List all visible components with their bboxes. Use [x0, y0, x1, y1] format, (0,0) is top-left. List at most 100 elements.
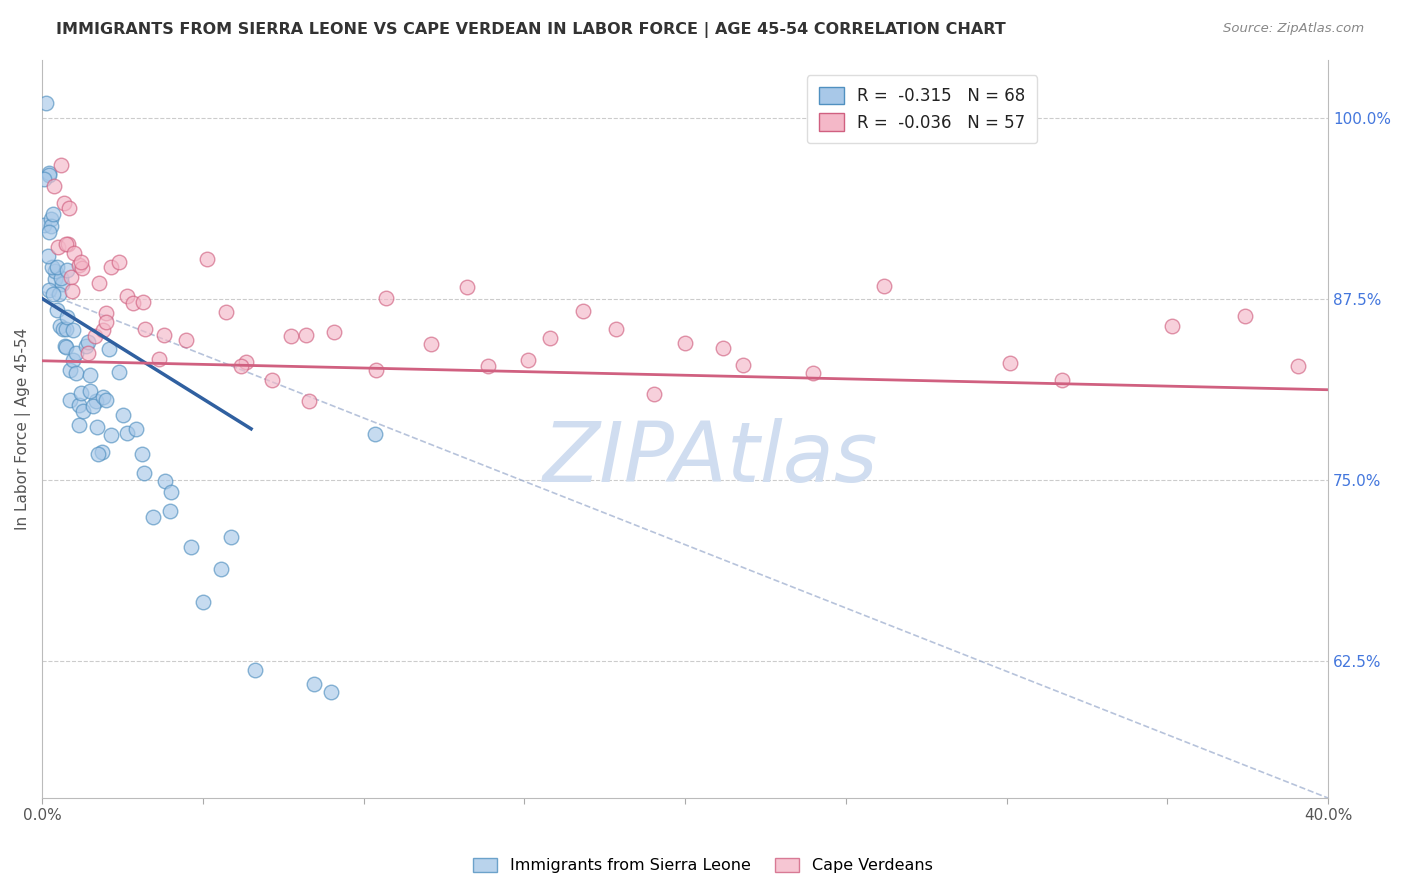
Point	[180, 540, 202, 554]
Point	[148, 352, 170, 367]
Point	[62, 353, 84, 368]
Point	[115, 289, 138, 303]
Point	[65, 366, 87, 380]
Point	[84, 329, 107, 343]
Point	[125, 422, 148, 436]
Point	[713, 342, 735, 356]
Point	[375, 291, 398, 305]
Point	[364, 363, 387, 377]
Point	[195, 252, 218, 266]
Point	[67, 258, 90, 272]
Point	[420, 336, 443, 351]
Point	[1000, 356, 1022, 370]
Point	[79, 368, 101, 382]
Point	[1160, 319, 1182, 334]
Point	[49, 158, 72, 172]
Point	[46, 240, 69, 254]
Point	[51, 277, 73, 291]
Point	[801, 366, 824, 380]
Point	[191, 594, 214, 608]
Point	[44, 264, 66, 278]
Point	[32, 218, 55, 232]
Point	[1052, 373, 1074, 387]
Point	[517, 352, 540, 367]
Point	[142, 509, 165, 524]
Point	[86, 419, 108, 434]
Point	[160, 484, 183, 499]
Point	[72, 404, 94, 418]
Point	[364, 427, 387, 442]
Point	[100, 260, 122, 275]
Point	[115, 426, 138, 441]
Point	[111, 409, 134, 423]
Point	[91, 390, 114, 404]
Point	[56, 236, 79, 251]
Point	[39, 211, 62, 226]
Point	[108, 255, 131, 269]
Point	[46, 303, 69, 318]
Point	[76, 345, 98, 359]
Text: IMMIGRANTS FROM SIERRA LEONE VS CAPE VERDEAN IN LABOR FORCE | AGE 45-54 CORRELAT: IMMIGRANTS FROM SIERRA LEONE VS CAPE VER…	[56, 22, 1005, 38]
Point	[32, 172, 55, 186]
Point	[56, 263, 79, 277]
Point	[673, 335, 696, 350]
Legend: R =  -0.315   N = 68, R =  -0.036   N = 57: R = -0.315 N = 68, R = -0.036 N = 57	[807, 75, 1036, 144]
Point	[44, 272, 66, 286]
Point	[134, 322, 156, 336]
Point	[321, 684, 343, 698]
Point	[75, 339, 97, 353]
Point	[52, 196, 75, 211]
Point	[1233, 309, 1256, 323]
Point	[84, 394, 107, 409]
Point	[159, 504, 181, 518]
Point	[52, 322, 75, 336]
Text: Source: ZipAtlas.com: Source: ZipAtlas.com	[1223, 22, 1364, 36]
Point	[62, 323, 84, 337]
Point	[58, 201, 80, 215]
Point	[38, 166, 60, 180]
Point	[41, 260, 63, 274]
Legend: Immigrants from Sierra Leone, Cape Verdeans: Immigrants from Sierra Leone, Cape Verde…	[467, 851, 939, 880]
Point	[91, 444, 114, 458]
Point	[79, 384, 101, 398]
Point	[82, 399, 104, 413]
Point	[48, 286, 70, 301]
Point	[477, 359, 499, 373]
Point	[97, 342, 120, 356]
Point	[153, 474, 176, 488]
Point	[49, 319, 72, 334]
Point	[67, 398, 90, 412]
Point	[35, 96, 58, 111]
Point	[108, 365, 131, 379]
Point	[132, 466, 155, 480]
Point	[51, 271, 73, 285]
Point	[302, 676, 325, 690]
Point	[298, 394, 321, 409]
Point	[38, 284, 60, 298]
Point	[38, 168, 60, 182]
Point	[538, 331, 561, 345]
Point	[86, 447, 108, 461]
Point	[572, 304, 595, 318]
Point	[70, 254, 93, 268]
Point	[42, 179, 65, 194]
Point	[59, 270, 82, 285]
Point	[62, 246, 84, 260]
Point	[69, 385, 91, 400]
Point	[456, 280, 478, 294]
Point	[67, 417, 90, 432]
Point	[229, 359, 252, 374]
Point	[37, 249, 59, 263]
Point	[605, 322, 627, 336]
Text: ZIPAtlas: ZIPAtlas	[543, 417, 879, 499]
Point	[643, 387, 665, 401]
Point	[55, 236, 77, 251]
Point	[76, 335, 98, 350]
Point	[323, 325, 346, 339]
Point	[100, 428, 122, 442]
Point	[38, 225, 60, 239]
Point	[235, 354, 257, 368]
Point	[733, 358, 755, 372]
Point	[59, 362, 82, 376]
Point	[70, 260, 93, 275]
